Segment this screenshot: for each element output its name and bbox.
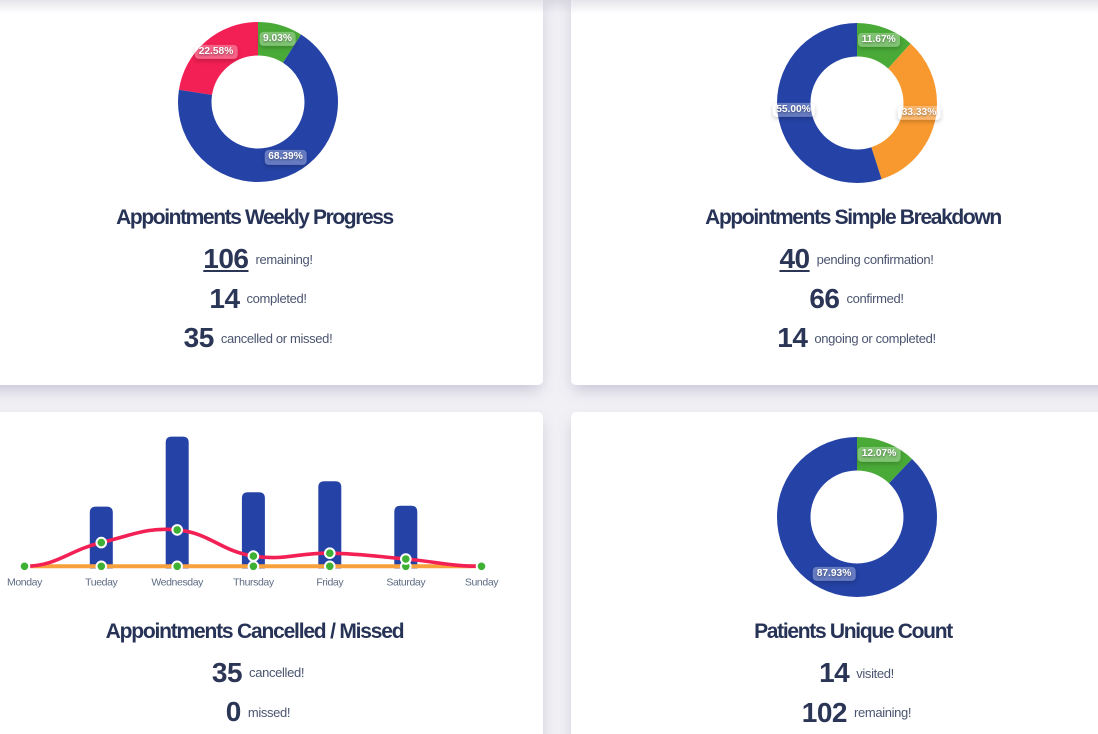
svg-text:Wednesday: Wednesday [151,577,204,589]
svg-text:Thursday: Thursday [233,577,275,589]
svg-text:Saturday: Saturday [386,577,426,589]
svg-text:Friday: Friday [316,577,344,589]
svg-text:Monday: Monday [7,577,43,589]
svg-text:Sunday: Sunday [465,577,499,589]
svg-text:Tueday: Tueday [85,577,118,589]
